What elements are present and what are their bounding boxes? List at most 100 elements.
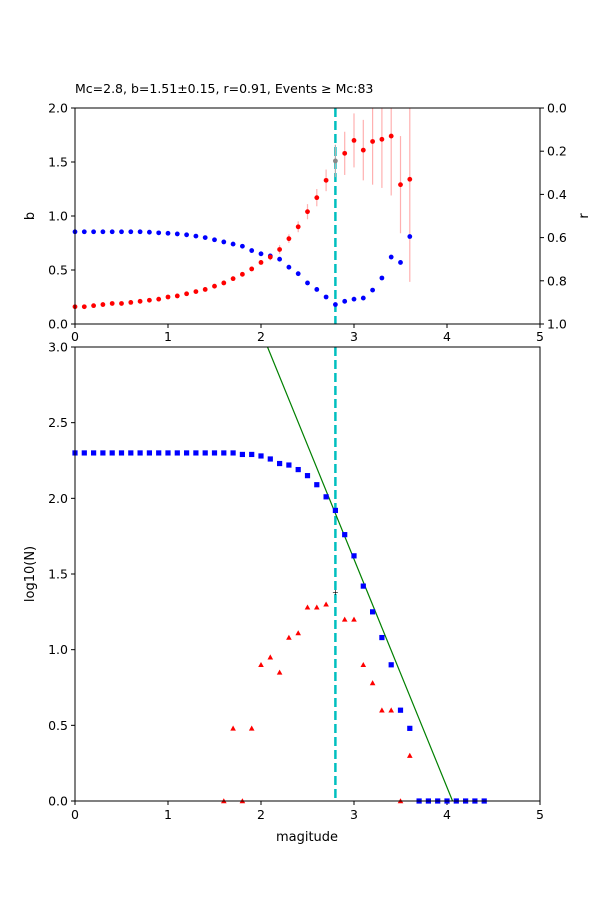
b-point [240,271,245,277]
cumulative-point [351,553,357,559]
b-point [81,304,87,310]
cumulative-point [137,450,143,456]
top-x-tick-label: 1 [164,329,172,344]
top-y2-tick-label: 0.4 [547,187,567,202]
bottom-x-axis-label: magitude [276,830,338,845]
b-point [360,147,366,153]
b-point [156,296,162,302]
r-point [109,229,115,235]
incremental-point [230,725,236,731]
incremental-point [286,634,292,640]
mc-b-point [333,158,338,164]
b-point [407,176,413,182]
cumulative-point [267,456,273,462]
b-point [137,298,143,304]
b-point [314,195,320,201]
bottom-y-tick-label: 0.5 [48,718,68,733]
r-point [165,230,171,236]
cumulative-point [258,453,264,459]
cumulative-point [174,450,180,456]
r-point [230,241,236,247]
cumulative-point [184,450,190,456]
top-y2-tick-label: 0.0 [547,101,567,116]
r-point [184,232,190,238]
top-y-tick-label: 0.0 [48,317,68,332]
bottom-y-tick-label: 2.0 [48,491,68,506]
r-point [379,275,385,281]
incremental-point [258,662,264,668]
bottom-y-tick-label: 3.0 [48,340,68,355]
r-point [277,256,282,262]
cumulative-point [146,450,152,456]
incremental-point [295,630,301,636]
b-point [388,133,394,139]
top-y2-tick-label: 0.6 [547,230,567,245]
incremental-point [388,707,394,713]
b-series [72,133,413,310]
cumulative-point [304,473,311,479]
cumulative-point [230,450,236,456]
b-point [267,254,273,260]
b-point [379,136,385,142]
cumulative-point [397,707,404,713]
gr-fit-line-group [266,346,454,802]
cumulative-point [100,450,106,456]
cumulative-point [128,450,134,456]
cumulative-point [332,507,338,514]
r-series [72,229,413,307]
cumulative-point [407,725,413,731]
cumulative-point [202,450,208,456]
cumulative-point [221,450,227,456]
r-point [202,235,208,241]
bottom-y-tick-label: 1.0 [48,642,68,657]
bottom-x-tick-label: 2 [257,807,265,822]
incremental-point [407,752,413,758]
incremental-point [323,601,329,607]
r-point [119,229,124,235]
bottom-x-tick-label: 0 [71,807,79,822]
bottom-x-tick-label: 3 [350,807,358,822]
cumulative-point [379,634,385,641]
cumulative-point [211,450,218,456]
r-point [128,229,134,235]
r-point [81,229,87,235]
b-point [100,302,106,307]
cumulative-point [118,450,125,456]
cumulative-point [360,583,366,589]
cumulative-point [109,450,115,456]
bottom-panel-fmd: 0 1 2 3 4 5 0.0 0.5 1.0 1.5 2.0 2.5 3.0 + magitude l… [23,340,544,846]
b-point [174,293,180,299]
b-point [277,247,282,252]
incremental-point [360,662,367,668]
top-panel-frame [74,107,541,325]
r-point [193,233,199,239]
top-panel-ticks: 0 1 2 3 4 5 0.0 0.5 1.0 1.5 2.0 0.0 0.2 0.4 0.6 0.8 1.0 [48,101,567,345]
cumulative-point [239,451,245,458]
top-x-tick-label: 5 [536,329,544,344]
r-point [249,248,255,253]
r-point [342,298,348,304]
incremental-point [304,604,311,610]
cumulative-point [295,466,301,473]
incremental-point [267,654,274,660]
r-point [286,264,292,270]
r-point [221,239,227,245]
bottom-x-tick-label: 4 [443,807,451,822]
r-point [351,296,357,302]
incremental-point [314,604,320,610]
top-y-tick-label: 1.5 [48,155,68,170]
incremental-series: + [221,588,413,804]
b-point [165,294,171,300]
incremental-point [379,707,385,713]
r-point [295,271,301,277]
gr-fit-line [266,346,454,802]
b-point [370,139,375,144]
b-point [128,300,134,305]
top-y2-tick-label: 0.2 [547,144,567,159]
bottom-y-axis-label: log10(N) [23,546,38,602]
bottom-y-tick-label: 1.5 [48,567,68,582]
bottom-panel-frame [74,346,541,802]
top-panel-title: Mc=2.8, b=1.51±0.15, r=0.91, Events ≥ Mc… [75,81,373,96]
cumulative-point [193,450,199,456]
